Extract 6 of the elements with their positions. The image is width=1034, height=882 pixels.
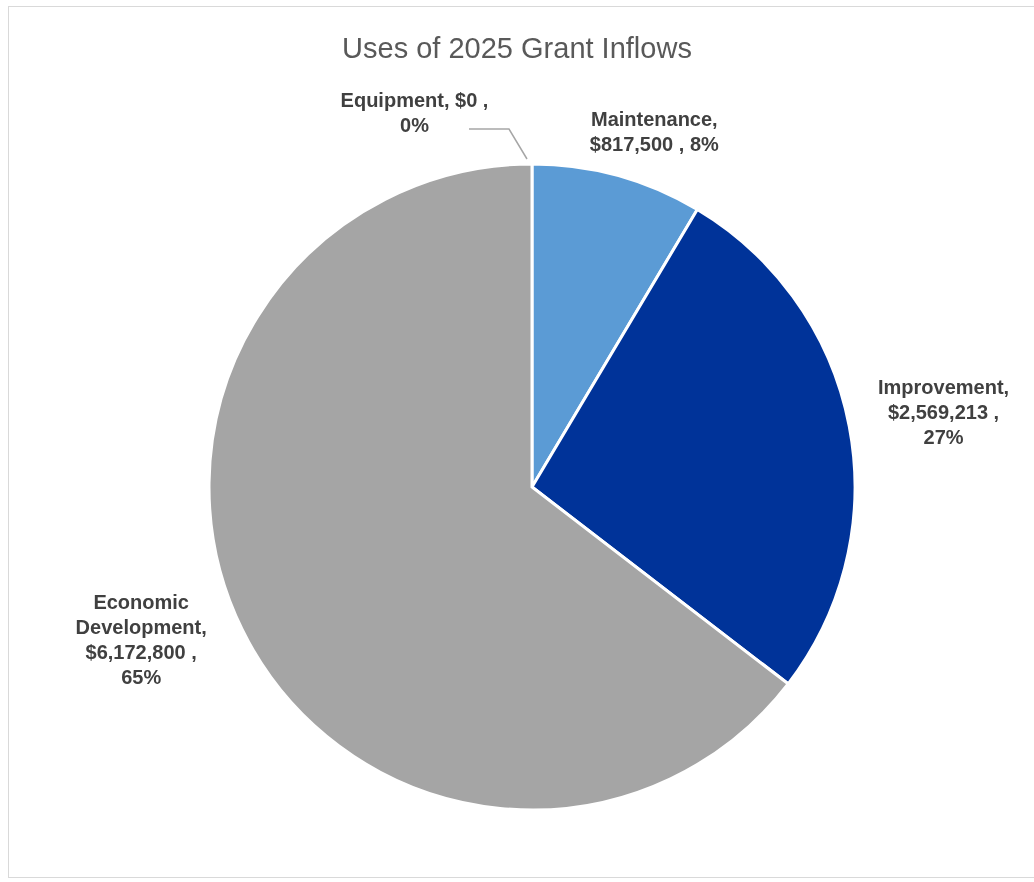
slice-label: Economic Development, $6,172,800 , 65% [75,591,207,689]
slice-label: Improvement, $2,569,213 , 27% [877,376,1010,449]
chart-title: Uses of 2025 Grant Inflows [341,32,693,65]
text: 0% [400,113,429,136]
category-label: Equipment, $0 , [340,88,489,111]
slice-label: Maintenance, $817,500 , 8% [589,108,720,156]
